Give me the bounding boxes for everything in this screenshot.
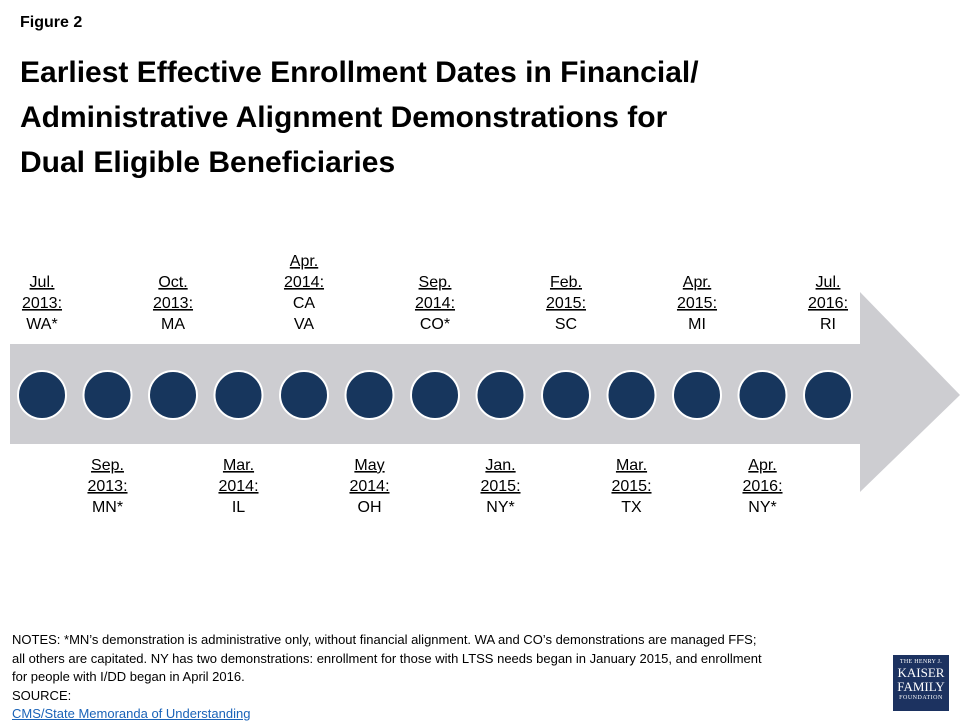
- event-label: Mar. 2015: TX: [611, 457, 651, 516]
- event-state: OH: [358, 499, 382, 516]
- event-date: 2016:: [808, 295, 848, 312]
- timeline-dot: [17, 370, 67, 420]
- source-line: SOURCE: CMS/State Memoranda of Understan…: [12, 687, 872, 724]
- event-date: Sep.: [419, 274, 452, 291]
- event-state: SC: [555, 316, 577, 333]
- event-label: Sep. 2014: CO*: [415, 274, 455, 333]
- event-label: Feb. 2015: SC: [546, 274, 586, 333]
- event-date: Oct.: [158, 274, 187, 291]
- event-date: Jul.: [30, 274, 55, 291]
- event-date: Jan.: [485, 457, 515, 474]
- timeline-dot: [541, 370, 591, 420]
- event-label: Jul. 2013: WA*: [22, 274, 62, 333]
- event-label: Apr. 2014: CA VA: [284, 253, 324, 333]
- figure-label: Figure 2: [20, 14, 83, 31]
- timeline-dot: [148, 370, 198, 420]
- event-label: Apr. 2015: MI: [677, 274, 717, 333]
- title-line: Earliest Effective Enrollment Dates in F…: [20, 56, 699, 89]
- event-state: MN*: [92, 499, 123, 516]
- kaiser-logo: THE HENRY J. KAISER FAMILY FOUNDATION: [893, 655, 949, 711]
- event-state: CO*: [420, 316, 450, 333]
- event-date: Mar.: [223, 457, 254, 474]
- event-state: IL: [232, 499, 245, 516]
- event-date: May: [354, 457, 384, 474]
- event-state: NY*: [748, 499, 776, 516]
- logo-line: THE HENRY J.: [899, 659, 943, 665]
- event-date: 2015:: [546, 295, 586, 312]
- event-date: 2013:: [153, 295, 193, 312]
- event-date: Apr.: [290, 253, 318, 270]
- event-state: MA: [161, 316, 185, 333]
- event-label: Oct. 2013: MA: [153, 274, 193, 333]
- event-state: WA*: [26, 316, 57, 333]
- event-label: Jul. 2016: RI: [808, 274, 848, 333]
- logo-line: FAMILY: [897, 679, 945, 694]
- event-date: 2015:: [677, 295, 717, 312]
- event-date: Feb.: [550, 274, 582, 291]
- title-line: Dual Eligible Beneficiaries: [20, 146, 396, 179]
- event-date: Apr.: [748, 457, 776, 474]
- event-state: MI: [688, 316, 706, 333]
- event-state: CA: [293, 295, 316, 312]
- event-date: 2013:: [87, 478, 127, 495]
- logo-line: KAISER: [897, 665, 945, 680]
- timeline-events: Jul. 2013: WA* Sep. 2013: MN* Oct. 2013: MA Mar. 2…: [17, 253, 853, 516]
- event-date: 2016:: [742, 478, 782, 495]
- timeline-dot: [606, 370, 657, 420]
- event-date: Apr.: [683, 274, 711, 291]
- source-prefix: SOURCE:: [12, 687, 72, 703]
- timeline-dot: [737, 370, 788, 420]
- page-title: Earliest Effective Enrollment Dates in F…: [20, 50, 920, 185]
- event-label: Mar. 2014: IL: [218, 457, 258, 516]
- event-state: RI: [820, 316, 836, 333]
- event-label: May 2014: OH: [349, 457, 389, 516]
- notes-line: NOTES: *MN’s demonstration is administra…: [12, 632, 757, 647]
- event-state: TX: [621, 499, 642, 516]
- timeline-dot: [410, 370, 460, 420]
- event-state: NY*: [486, 499, 514, 516]
- timeline-dot: [803, 370, 853, 420]
- notes-line: all others are capitated. NY has two dem…: [12, 650, 762, 666]
- notes: NOTES: *MN’s demonstration is administra…: [12, 631, 872, 724]
- event-date: Sep.: [91, 457, 124, 474]
- event-date: 2014:: [415, 295, 455, 312]
- timeline-dot: [82, 370, 133, 420]
- event-date: Jul.: [816, 274, 841, 291]
- notes-line: for people with I/DD began in April 2016…: [12, 669, 245, 684]
- event-label: Jan. 2015: NY*: [480, 457, 520, 516]
- timeline-dot: [279, 370, 329, 420]
- source-link[interactable]: CMS/State Memoranda of Understanding: [12, 706, 251, 721]
- timeline-dot: [344, 370, 395, 420]
- event-date: 2013:: [22, 295, 62, 312]
- event-date: 2015:: [480, 478, 520, 495]
- event-label: Apr. 2016: NY*: [742, 457, 782, 516]
- timeline-dot: [475, 370, 526, 420]
- event-date: 2015:: [611, 478, 651, 495]
- event-label: Sep. 2013: MN*: [87, 457, 127, 516]
- event-date: 2014:: [284, 274, 324, 291]
- event-date: 2014:: [218, 478, 258, 495]
- timeline-dot: [672, 370, 722, 420]
- event-date: 2014:: [349, 478, 389, 495]
- title-line: Administrative Alignment Demonstrations …: [20, 101, 668, 134]
- logo-line: FOUNDATION: [899, 695, 943, 701]
- event-date: Mar.: [616, 457, 647, 474]
- timeline-dot: [213, 370, 264, 420]
- event-state: VA: [294, 316, 314, 333]
